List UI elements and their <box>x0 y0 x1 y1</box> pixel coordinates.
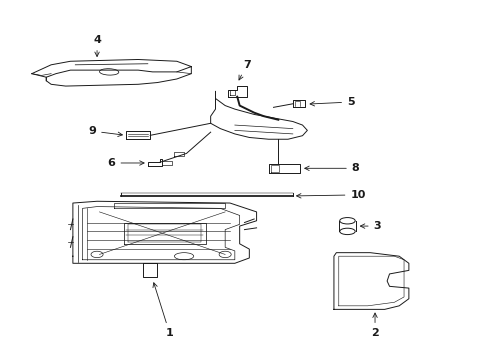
Text: 10: 10 <box>296 190 365 200</box>
Text: 3: 3 <box>360 221 381 231</box>
Text: 4: 4 <box>93 35 101 57</box>
Text: 7: 7 <box>239 60 250 80</box>
Text: 2: 2 <box>370 313 378 338</box>
Text: 8: 8 <box>304 163 359 173</box>
Text: 5: 5 <box>309 97 354 107</box>
Text: 1: 1 <box>153 283 173 338</box>
Text: 6: 6 <box>107 158 144 168</box>
Text: 9: 9 <box>88 126 122 136</box>
